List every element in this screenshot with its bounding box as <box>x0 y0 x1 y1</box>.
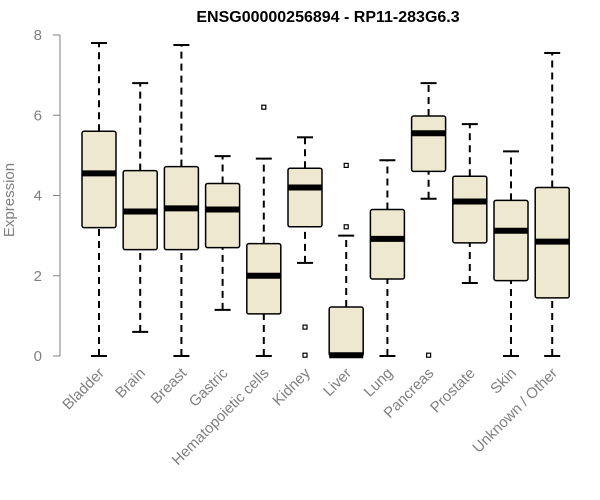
outlier-point <box>426 352 432 358</box>
y-tick-label: 2 <box>34 268 42 285</box>
outlier-point <box>343 162 349 169</box>
box-group <box>204 155 241 311</box>
box-group <box>493 150 529 357</box>
category-label: Lung <box>361 365 397 401</box>
outlier-point <box>302 352 308 358</box>
box-group <box>452 123 488 284</box>
category-label: Kidney <box>269 364 314 409</box>
box-group <box>369 159 406 357</box>
box-group <box>534 52 570 357</box>
category-label: Liver <box>320 365 355 400</box>
box-group <box>163 44 200 357</box>
box-iqr <box>493 199 529 282</box>
y-tick-label: 0 <box>34 348 42 365</box>
box-iqr <box>328 306 364 357</box>
outlier-point <box>343 224 349 230</box>
box-group <box>328 162 364 359</box>
box-group <box>122 82 158 333</box>
box-iqr <box>246 242 282 315</box>
box-iqr <box>369 208 406 280</box>
y-tick-label: 6 <box>34 107 42 124</box>
box-iqr <box>452 175 488 244</box>
box-iqr <box>204 182 241 249</box>
chart-title: ENSG00000256894 - RP11-283G6.3 <box>196 9 459 26</box>
box-group <box>410 82 447 358</box>
category-label: Breast <box>148 364 191 407</box>
box-iqr <box>410 115 447 173</box>
box-iqr <box>81 130 117 229</box>
y-axis: 0 2 4 6 8 <box>34 27 61 365</box>
category-label: Prostate <box>427 365 479 417</box>
box-group <box>81 42 117 357</box>
category-label: Skin <box>487 365 520 398</box>
boxes-layer <box>81 42 570 359</box>
category-label: Bladder <box>59 365 108 414</box>
y-tick-label: 4 <box>34 188 42 205</box>
box-group <box>287 136 323 358</box>
y-tick-label: 8 <box>34 27 42 44</box>
category-label: Brain <box>112 365 149 402</box>
outlier-point <box>302 324 308 330</box>
outlier-point <box>261 104 267 110</box>
y-axis-label: Expression <box>1 163 18 237</box>
box-group <box>246 104 282 357</box>
box-iqr <box>287 167 323 228</box>
